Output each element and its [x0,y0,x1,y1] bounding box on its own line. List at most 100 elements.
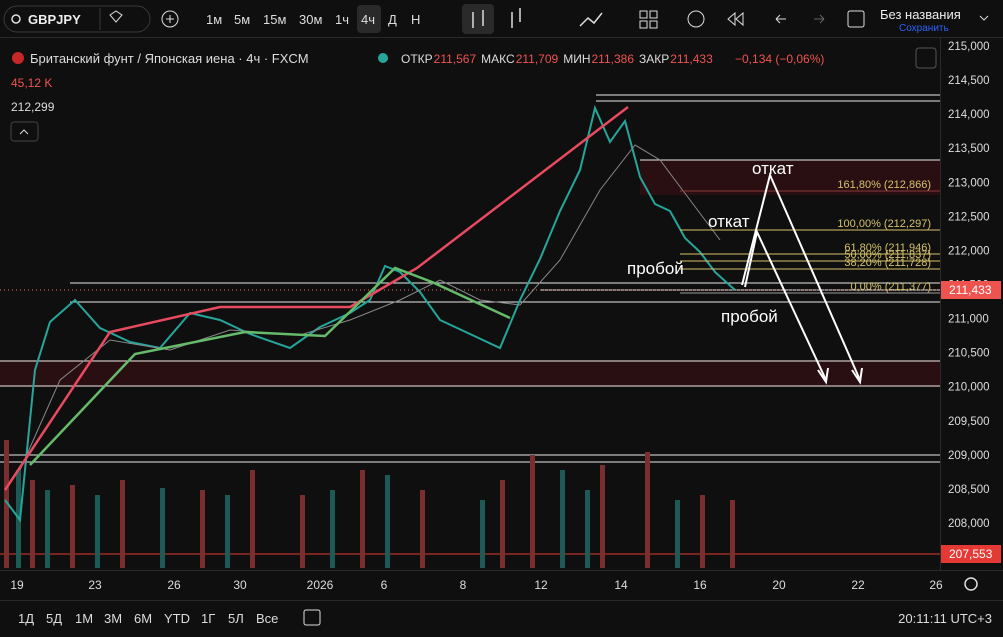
ohlc-value: 211,709 [516,52,559,66]
layout-icon[interactable] [639,10,648,19]
date-tick-label: 26 [167,578,181,592]
range-button[interactable]: 1Г [201,611,215,626]
interval[interactable]: Д [388,12,397,27]
zone [640,160,940,195]
arrow [744,228,827,381]
calendar-icon[interactable] [303,609,321,626]
price-badge [941,281,1001,299]
fib-label: 100,00% (212,297) [837,218,931,230]
interval[interactable]: 5м [234,12,250,27]
replay-icon[interactable] [727,11,744,27]
ohlc-label: МИН [563,52,590,66]
plot [0,38,940,568]
ohlc-value: 211,567 [434,52,477,66]
search-icon [11,14,21,24]
ohlc-label: МАКС [481,52,515,66]
status-dot [378,53,388,63]
alert-icon[interactable] [687,10,705,28]
save-link[interactable]: Сохранить [899,23,949,34]
price-tick-label: 213,000 [948,177,990,189]
add-icon[interactable] [161,10,179,28]
price-tick-label: 214,000 [948,109,990,121]
arrow [741,171,861,381]
range-button[interactable]: Все [256,611,278,626]
price-tick-label: 212,000 [948,245,990,257]
compare-icon[interactable] [109,10,123,23]
date-tick-label: 6 [381,578,388,592]
volume [4,440,735,568]
undo-icon[interactable] [775,14,786,24]
chart-area: 161,80% (212,866) 100,00% (212,297) 61,80%… [0,38,940,568]
price-tick-label: 210,000 [948,382,990,394]
interval[interactable]: 1ч [335,12,349,27]
layout-icon [649,20,658,29]
active-interval [357,5,381,33]
range-button[interactable]: 5Д [46,611,62,626]
layout-icon [649,10,658,19]
range-button[interactable]: 6М [134,611,152,626]
collapse-button[interactable] [10,121,39,142]
arrow-head [817,367,863,385]
range-button[interactable]: 5Л [228,611,244,626]
date-tick-label: 19 [10,578,24,592]
fib-label: 161,80% (212,866) [837,179,931,191]
indicators-icon[interactable] [579,12,603,27]
dropdown-icon[interactable] [979,15,989,21]
date-tick-label: 8 [460,578,467,592]
symbol-box[interactable] [3,5,151,33]
fib-label: 0,00% (211,377) [850,281,931,293]
interval[interactable]: 30м [299,12,322,27]
legend-title: Британский фунт / Японская иена · 4ч · F… [30,51,309,66]
level-price: 207,553 [949,547,993,561]
date-tick-label: 20 [772,578,786,592]
fib-label: 50,00% (211,837) [844,249,931,261]
layout-name[interactable]: Без названия [880,7,961,22]
date-tick-label: 23 [88,578,102,592]
date-tick-label: 22 [851,578,865,592]
interval[interactable]: 1м [206,12,222,27]
interval[interactable]: Н [411,12,420,27]
fib-label: 38,20% (211,728) [844,257,931,269]
candles-button[interactable] [462,4,494,34]
fib-label: 61,80% (211,946) [844,242,931,254]
arrows [741,171,863,385]
range-button[interactable]: 1М [75,611,93,626]
annotation: откат [708,212,750,231]
layout-icon [639,20,648,29]
settings-icon[interactable] [964,577,978,591]
date-tick-label: 14 [614,578,628,592]
date-tick-label: 12 [534,578,548,592]
annotation: откат [752,159,794,178]
price-tick-label: 215,000 [948,41,990,53]
date-tick-label: 26 [929,578,943,592]
price-line [4,104,736,523]
range-button[interactable]: 1Д [18,611,34,626]
last-price: 211,433 [949,283,992,297]
date-tick-label: 2026 [307,578,334,592]
range-button[interactable]: YTD [164,611,190,626]
interval[interactable]: 4ч [361,12,375,27]
date-tick-label: 30 [233,578,247,592]
ohlc-value: 211,433 [670,52,713,66]
indicator-icon[interactable] [511,8,521,28]
clock: 20:11:11 UTC+3 [898,611,992,626]
volume-value: 45,12 K [11,76,52,90]
price-tick-label: 214,500 [948,75,990,87]
price-tick-label: 211,000 [948,314,989,326]
checkbox[interactable] [847,10,865,28]
levels [0,94,940,463]
symbol[interactable]: GBPJPY [28,12,81,27]
range-button[interactable]: 3М [104,611,122,626]
redo-icon[interactable] [814,14,825,24]
price-badge [941,545,1001,563]
price-tick-label: 212,500 [948,211,990,223]
settings-button[interactable] [915,47,937,69]
zigzag-line [29,266,511,466]
collapse-icon [19,129,29,135]
interval[interactable]: 15м [263,12,286,27]
moving-average [19,144,721,471]
change: −0,134 (−0,06%) [735,52,824,66]
price-tick-label: 209,000 [948,450,990,462]
zone [0,360,940,387]
